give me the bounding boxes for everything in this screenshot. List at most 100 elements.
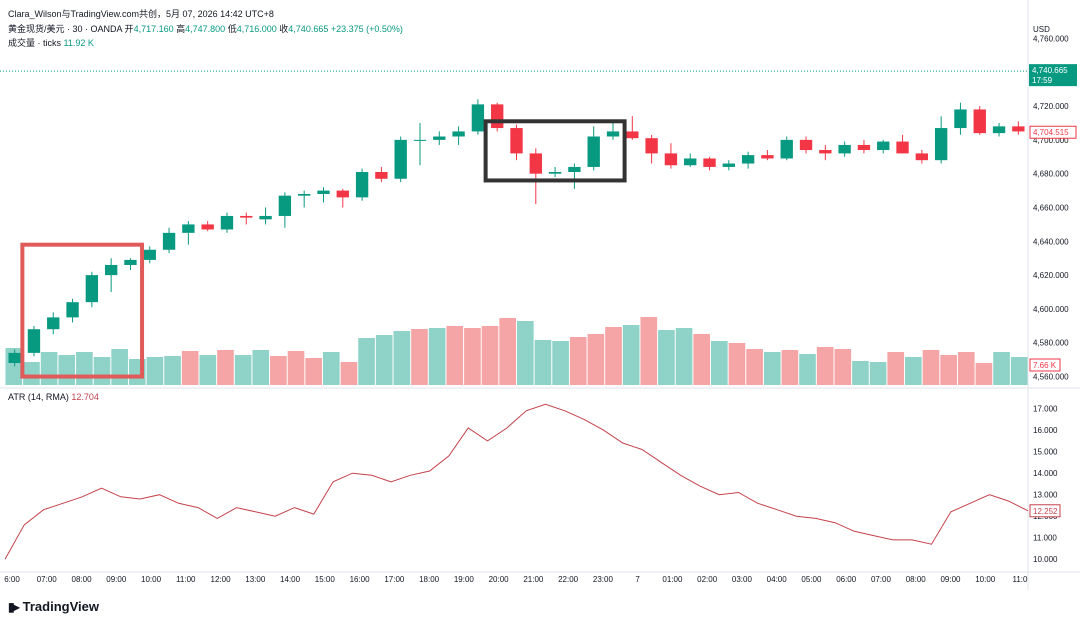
candle[interactable] [915,150,929,164]
candle[interactable] [336,188,349,208]
candle[interactable] [722,160,735,171]
candle[interactable] [259,207,272,225]
open-value: 4,717.160 [133,24,174,34]
candle-body [471,104,485,132]
time-tick-label: 09:00 [940,575,961,584]
candle[interactable] [973,106,986,135]
candle[interactable] [27,325,41,357]
candle[interactable] [664,143,678,169]
atr-label[interactable]: ATR (14, RMA) [8,392,69,402]
candle[interactable] [780,136,793,161]
candle[interactable] [394,136,407,183]
candle-body [934,128,948,161]
candle[interactable] [182,221,195,245]
time-tick-label: 17:00 [384,575,405,584]
candle[interactable] [992,122,1006,137]
candle-body [162,232,176,250]
candle[interactable] [298,190,311,208]
candle-body [819,150,832,154]
last-price-badge [1029,64,1077,87]
highlight-rectangle[interactable] [483,119,627,183]
candle[interactable] [819,144,832,161]
candle[interactable] [85,271,99,308]
volume-bar [322,352,340,385]
candle[interactable] [66,298,79,323]
volume-bar [305,358,322,385]
candle-body [568,166,581,172]
candle[interactable] [47,312,60,335]
chart-header-ohlc: 黄金现货/美元 · 30 · OANDA 开4,717.160 高4,747.8… [8,22,403,35]
candle[interactable] [626,116,639,140]
candle-body [684,158,697,166]
candle[interactable] [355,168,369,201]
candle[interactable] [510,124,523,161]
volume-label[interactable]: 成交量 · ticks [8,38,61,48]
volume-bar [1010,357,1028,385]
volume-bar [675,328,693,385]
candle[interactable] [162,227,176,254]
candle[interactable] [452,126,465,145]
candle[interactable] [548,166,562,178]
candle-body [741,155,755,164]
candle[interactable] [413,122,427,166]
tradingview-brand[interactable]: ▮▸ TradingView [8,599,99,614]
time-tick-label: 23:00 [593,575,614,584]
candle[interactable] [877,139,890,154]
atr-header: ATR (14, RMA) 12.704 [8,392,99,402]
time-tick-label: 13:00 [245,575,266,584]
candle[interactable] [896,134,909,154]
candle[interactable] [317,187,330,203]
candle[interactable] [645,134,658,164]
time-tick-label: 09:00 [106,575,127,584]
candle[interactable] [587,126,600,171]
candle[interactable] [375,166,388,183]
candle[interactable] [529,148,542,205]
candle-body [355,172,369,198]
chart-annotations[interactable] [20,119,627,379]
candle[interactable] [104,258,118,293]
candle[interactable] [703,156,716,171]
highlight-rectangle[interactable] [20,242,145,379]
candle[interactable] [934,116,948,164]
candle-body [761,155,774,159]
candle[interactable] [143,246,156,264]
candlesticks[interactable] [8,99,1025,367]
candle[interactable] [954,102,967,135]
volume-bar [111,349,128,385]
candle[interactable] [741,151,755,169]
candle[interactable] [761,150,774,161]
high-value: 4,747.800 [185,24,226,34]
candle[interactable] [278,192,292,228]
candle[interactable] [8,349,21,367]
candle[interactable] [433,131,446,145]
time-tick-label: 14:00 [280,575,301,584]
candle[interactable] [240,212,253,225]
volume-value: 11.92 K [63,38,94,48]
candle[interactable] [606,122,620,140]
symbol-label[interactable]: 黄金现货/美元 · 30 · OANDA [8,24,123,34]
volume-bar [287,351,305,385]
volume-bar [58,355,76,385]
candle[interactable] [799,136,813,154]
atr-tick-label: 14.000 [1033,469,1058,478]
candle[interactable] [471,99,485,135]
candle-body [317,190,330,194]
candle[interactable] [838,141,851,157]
atr-tick-label: 11.000 [1033,534,1057,543]
candle[interactable] [220,212,234,233]
candle[interactable] [491,102,504,132]
candle-body [336,190,349,198]
candle[interactable] [684,153,697,167]
candle[interactable] [201,221,214,232]
candle[interactable] [124,258,137,271]
price-tick-label: 4,620.000 [1033,271,1069,280]
time-tick-label: 07:00 [871,575,892,584]
volume-bar [957,352,975,385]
candle-body [201,224,214,230]
candle-body [1012,126,1025,132]
candle[interactable] [568,163,581,189]
candle[interactable] [857,139,871,154]
candle[interactable] [1012,121,1025,135]
volume-bar [763,352,781,385]
